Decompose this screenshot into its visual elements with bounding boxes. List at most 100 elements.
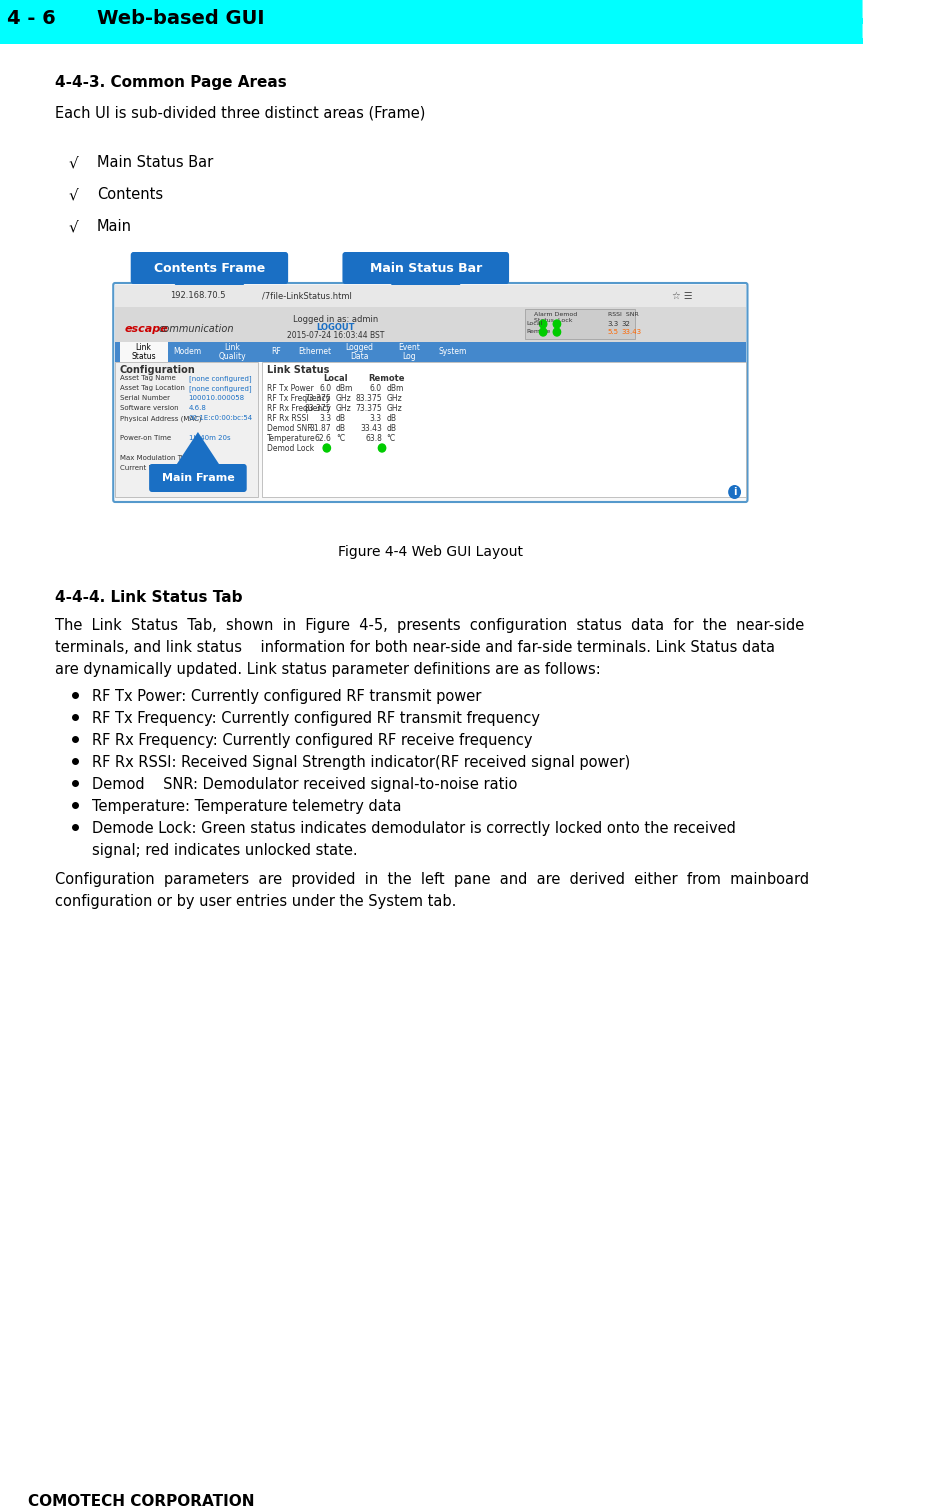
- Text: 4.6.8: 4.6.8: [188, 405, 206, 411]
- Text: Demod Lock: Demod Lock: [267, 445, 314, 454]
- Text: GHz: GHz: [387, 404, 402, 413]
- Text: Remote: Remote: [368, 373, 404, 383]
- Text: √: √: [69, 156, 79, 169]
- Circle shape: [539, 328, 547, 336]
- Text: Remote: Remote: [526, 330, 550, 334]
- Text: communication: communication: [158, 325, 234, 334]
- Text: Contents Frame: Contents Frame: [154, 262, 265, 275]
- Text: Link
Status: Link Status: [131, 343, 155, 361]
- Text: dBm: dBm: [387, 384, 403, 393]
- Text: 5.5: 5.5: [607, 330, 618, 336]
- Text: 2015-07-24 16:03:44 BST: 2015-07-24 16:03:44 BST: [287, 331, 385, 340]
- Text: Max Modulation Type: Max Modulation Type: [120, 455, 193, 461]
- Text: Main Status Bar: Main Status Bar: [96, 156, 212, 169]
- Text: dB: dB: [387, 414, 396, 423]
- Bar: [120, 342, 168, 361]
- Text: RSSI  SNR: RSSI SNR: [607, 311, 637, 318]
- Text: Main Frame: Main Frame: [161, 473, 234, 482]
- Text: Current Modulation Type: Current Modulation Type: [120, 466, 205, 472]
- Text: [none configured]: [none configured]: [188, 386, 251, 392]
- FancyBboxPatch shape: [113, 283, 747, 502]
- Text: 1h 40m 20s: 1h 40m 20s: [188, 435, 230, 442]
- Text: Local: Local: [323, 373, 348, 383]
- Text: GHz: GHz: [387, 395, 402, 404]
- Text: GHz: GHz: [336, 395, 351, 404]
- Circle shape: [552, 328, 560, 336]
- Text: 33.43: 33.43: [621, 330, 641, 336]
- Text: 6.0: 6.0: [319, 384, 331, 393]
- Text: RF Tx Power: RF Tx Power: [267, 384, 314, 393]
- Text: Modem: Modem: [173, 348, 201, 357]
- Text: terminals, and link status    information for both near-side and far-side termin: terminals, and link status information f…: [55, 640, 774, 655]
- Text: escape: escape: [124, 325, 168, 334]
- Text: 6.0: 6.0: [370, 384, 382, 393]
- Text: Main Status Bar: Main Status Bar: [369, 262, 481, 275]
- Text: [none configured]: [none configured]: [188, 375, 251, 381]
- Text: RF Tx Frequency: Currently configured RF transmit frequency: RF Tx Frequency: Currently configured RF…: [92, 711, 539, 726]
- Text: Ethernet: Ethernet: [298, 348, 331, 357]
- Text: 4 - 6: 4 - 6: [7, 9, 55, 29]
- Text: 63.8: 63.8: [365, 434, 382, 443]
- Circle shape: [378, 445, 386, 452]
- Text: Software version: Software version: [120, 405, 178, 411]
- Text: COMOTECH CORPORATION: COMOTECH CORPORATION: [27, 1494, 254, 1509]
- Text: RF Rx Frequency: Currently configured RF receive frequency: RF Rx Frequency: Currently configured RF…: [92, 733, 532, 748]
- Polygon shape: [388, 281, 462, 336]
- Text: dB: dB: [336, 414, 345, 423]
- Text: Asset Tag Name: Asset Tag Name: [120, 375, 175, 381]
- Text: LOGOUT: LOGOUT: [316, 324, 355, 333]
- Text: dB: dB: [336, 423, 345, 432]
- Polygon shape: [172, 281, 246, 336]
- Text: RF Rx Frequency: RF Rx Frequency: [267, 404, 330, 413]
- Text: Contents: Contents: [96, 187, 163, 203]
- Text: Demod SNR: Demod SNR: [267, 423, 313, 432]
- Text: Demod    SNR: Demodulator received signal-to-noise ratio: Demod SNR: Demodulator received signal-t…: [92, 777, 517, 792]
- Text: Local: Local: [526, 321, 542, 327]
- Bar: [262, 361, 745, 497]
- Text: 3.3: 3.3: [607, 321, 618, 327]
- FancyBboxPatch shape: [131, 253, 288, 284]
- Text: dBm: dBm: [336, 384, 353, 393]
- FancyBboxPatch shape: [2, 0, 61, 38]
- Text: °C: °C: [336, 434, 344, 443]
- Text: The  Link  Status  Tab,  shown  in  Figure  4-5,  presents  configuration  statu: The Link Status Tab, shown in Figure 4-5…: [55, 618, 804, 634]
- Polygon shape: [175, 432, 221, 467]
- Text: 00:1E:c0:00:bc:54: 00:1E:c0:00:bc:54: [188, 414, 253, 420]
- Text: Demode Lock: Green status indicates demodulator is correctly locked onto the rec: Demode Lock: Green status indicates demo…: [92, 821, 735, 836]
- Text: Event
Log: Event Log: [398, 343, 419, 361]
- Text: i: i: [732, 487, 736, 497]
- Text: 64QAM: 64QAM: [188, 466, 213, 472]
- Text: 64QAM: 64QAM: [188, 455, 213, 461]
- Text: Figure 4-4 Web GUI Layout: Figure 4-4 Web GUI Layout: [338, 544, 523, 559]
- Text: 31.87: 31.87: [310, 423, 331, 432]
- Text: 32: 32: [621, 321, 630, 327]
- Bar: [115, 361, 257, 497]
- Bar: [115, 342, 745, 361]
- Text: Main: Main: [96, 219, 132, 234]
- Text: Physical Address (MAC): Physical Address (MAC): [120, 414, 201, 422]
- Text: Each UI is sub-divided three distinct areas (Frame): Each UI is sub-divided three distinct ar…: [55, 104, 425, 119]
- Circle shape: [539, 321, 547, 328]
- Text: RF Tx Frequency: RF Tx Frequency: [267, 395, 329, 404]
- FancyBboxPatch shape: [0, 0, 862, 38]
- Text: 62.6: 62.6: [314, 434, 331, 443]
- Text: Power-on Time: Power-on Time: [120, 435, 170, 442]
- Text: 192.168.70.5: 192.168.70.5: [170, 292, 226, 301]
- Text: Web-based GUI: Web-based GUI: [96, 9, 264, 29]
- Text: RF: RF: [271, 348, 281, 357]
- Text: Link Status: Link Status: [267, 364, 329, 375]
- Text: Temperature: Temperature telemetry data: Temperature: Temperature telemetry data: [92, 798, 402, 813]
- Text: Configuration  parameters  are  provided  in  the  left  pane  and  are  derived: Configuration parameters are provided in…: [55, 872, 809, 888]
- Text: dB: dB: [387, 423, 396, 432]
- Text: configuration or by user entries under the System tab.: configuration or by user entries under t…: [55, 894, 456, 909]
- Text: Serial Number: Serial Number: [120, 395, 169, 401]
- Text: 73.375: 73.375: [304, 395, 331, 404]
- Bar: [0, 38, 862, 44]
- Text: ☆ ☰: ☆ ☰: [671, 290, 692, 301]
- Circle shape: [323, 445, 330, 452]
- Text: 83.375: 83.375: [304, 404, 331, 413]
- Text: 3.3: 3.3: [319, 414, 331, 423]
- FancyBboxPatch shape: [342, 253, 508, 284]
- Text: Configuration: Configuration: [120, 364, 196, 375]
- Text: Logged in as: admin: Logged in as: admin: [293, 314, 378, 324]
